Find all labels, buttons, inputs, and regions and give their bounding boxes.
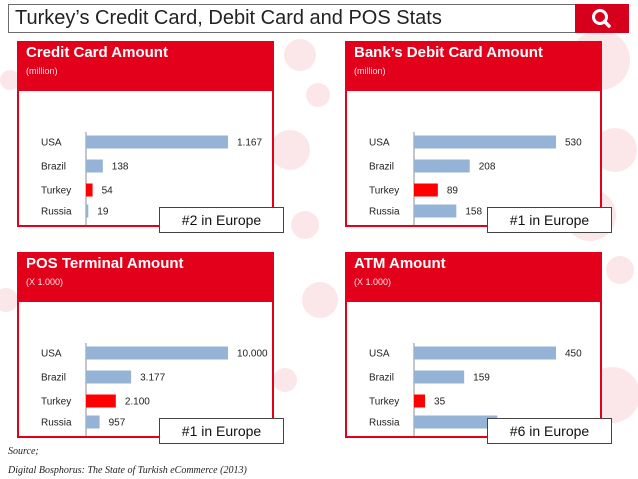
bar-highlight — [414, 183, 438, 197]
value-label: 138 — [112, 162, 129, 173]
value-label: 1.167 — [237, 138, 262, 149]
bar-highlight — [86, 183, 93, 197]
category-label: Turkey — [41, 397, 71, 408]
bar — [86, 370, 132, 384]
value-label: 530 — [565, 138, 582, 149]
value-label: 19 — [97, 207, 109, 218]
source-label: Source; — [8, 446, 39, 457]
bar — [86, 159, 103, 173]
atm-chart: USA450Brazil159Turkey35Russia264India89 — [369, 343, 582, 436]
rank-badge: #1 in Europe — [159, 418, 284, 444]
background-dot — [291, 211, 319, 239]
background-dot — [606, 256, 634, 284]
category-label: Russia — [41, 418, 72, 429]
panel-body: USA530Brazil208Turkey89Russia158India268 — [345, 91, 602, 227]
panel-title: ATM Amount — [354, 255, 446, 272]
panel-header: Bank’s Debit Card Amount (million) — [345, 41, 602, 91]
search-icon — [592, 9, 611, 28]
value-label: 89 — [447, 186, 459, 197]
background-dot — [270, 130, 310, 170]
panel-title: Credit Card Amount — [26, 44, 168, 61]
bar-highlight — [86, 394, 116, 408]
panel-title: Bank’s Debit Card Amount — [354, 44, 543, 61]
category-label: Russia — [369, 418, 400, 429]
value-label: 35 — [434, 397, 446, 408]
panel-body: USA450Brazil159Turkey35Russia264India89 — [345, 302, 602, 438]
background-dot — [284, 39, 316, 71]
category-label: USA — [41, 138, 62, 149]
panel-header: Credit Card Amount (million) — [17, 41, 274, 91]
panel-body: USA 10.000 Brazil 3.177 Turkey 2.100 Russia 957… — [17, 302, 274, 438]
source-citation: Digital Bosphorus: The State of Turkish … — [8, 465, 247, 476]
bar — [414, 159, 470, 173]
panel-unit: (X 1.000) — [26, 277, 64, 287]
value-label: 3.177 — [140, 373, 165, 384]
background-dot — [273, 368, 297, 392]
panel-unit: (million) — [354, 66, 386, 76]
value-label: 2.100 — [125, 397, 150, 408]
page-title: Turkey’s Credit Card, Debit Card and POS… — [15, 7, 442, 29]
panel-header: POS Terminal Amount (X 1.000) — [17, 252, 274, 302]
category-label: Turkey — [369, 397, 399, 408]
value-label: 10.000 — [237, 349, 268, 360]
background-dot — [306, 83, 330, 107]
bar — [414, 346, 556, 360]
value-label: 158 — [465, 207, 482, 218]
panel-header: ATM Amount (X 1.000) — [345, 252, 602, 302]
category-label: Brazil — [369, 373, 394, 384]
rank-badge: #2 in Europe — [159, 207, 284, 233]
value-label: 54 — [102, 186, 114, 197]
value-label: 450 — [565, 349, 582, 360]
bar — [86, 346, 228, 360]
bar — [414, 415, 498, 429]
pos-terminal-chart: USA 10.000 Brazil 3.177 Turkey 2.100 Russia 957… — [41, 343, 268, 436]
debit-card-chart: USA530Brazil208Turkey89Russia158India268 — [369, 132, 582, 225]
panel-unit: (X 1.000) — [354, 277, 392, 287]
background-dot — [0, 288, 18, 312]
value-label: 208 — [479, 162, 496, 173]
background-dot — [0, 70, 20, 90]
category-label: USA — [369, 349, 390, 360]
bar — [86, 415, 100, 429]
bar — [414, 135, 556, 149]
value-label: 957 — [109, 418, 126, 429]
bar — [414, 370, 465, 384]
panel-title: POS Terminal Amount — [26, 255, 184, 272]
bar-highlight — [414, 394, 426, 408]
category-label: Brazil — [41, 373, 66, 384]
category-label: Brazil — [41, 162, 66, 173]
value-label: 159 — [473, 373, 490, 384]
bar — [414, 204, 457, 218]
rank-badge: #6 in Europe — [487, 418, 612, 444]
category-label: Turkey — [41, 186, 71, 197]
category-label: Russia — [369, 207, 400, 218]
background-dot — [302, 282, 338, 318]
category-label: Brazil — [369, 162, 394, 173]
category-label: Turkey — [369, 186, 399, 197]
category-label: Russia — [41, 207, 72, 218]
title-bar: Turkey’s Credit Card, Debit Card and POS… — [8, 4, 629, 33]
category-label: USA — [41, 349, 62, 360]
category-label: USA — [369, 138, 390, 149]
panel-unit: (million) — [26, 66, 58, 76]
bar — [86, 135, 228, 149]
bar — [86, 204, 89, 218]
search-button[interactable] — [575, 4, 629, 33]
rank-badge: #1 in Europe — [487, 207, 612, 233]
